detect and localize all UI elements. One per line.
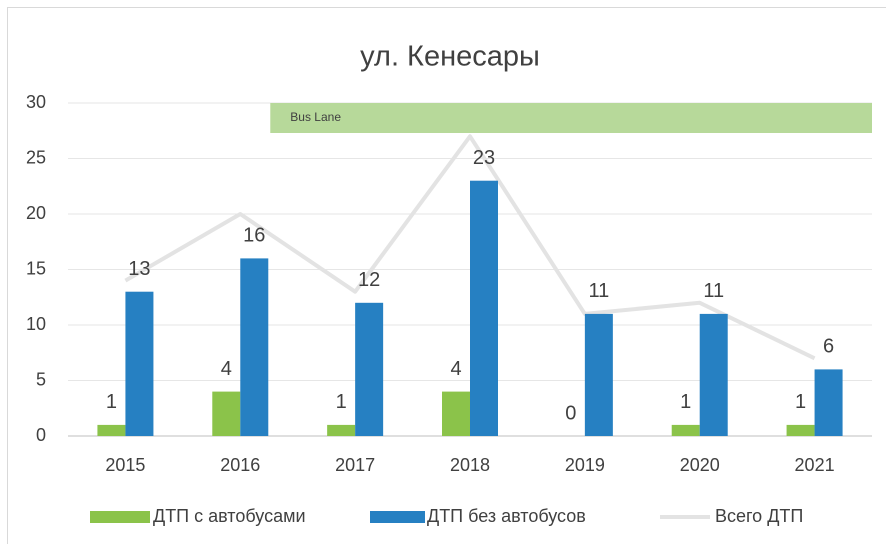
data-label: 13 [128, 258, 150, 280]
data-label: 1 [795, 391, 806, 413]
x-tick-label: 2016 [220, 455, 260, 475]
y-tick-label: 30 [26, 92, 46, 112]
data-label: 1 [106, 391, 117, 413]
data-label: 1 [336, 391, 347, 413]
data-label: 12 [358, 269, 380, 291]
bar [125, 292, 153, 436]
data-label: 16 [243, 225, 265, 247]
y-tick-label: 15 [26, 258, 46, 278]
annotation-band [270, 103, 872, 133]
y-tick-label: 25 [26, 147, 46, 167]
legend-swatch [370, 511, 425, 523]
y-tick-label: 5 [36, 369, 46, 389]
bar [585, 314, 613, 436]
data-label: 0 [565, 402, 576, 424]
y-tick-label: 10 [26, 314, 46, 334]
data-label: 4 [450, 358, 461, 380]
data-label: 1 [680, 391, 691, 413]
annotation-label: Bus Lane [290, 110, 341, 124]
x-tick-label: 2021 [795, 455, 835, 475]
bar [470, 181, 498, 436]
chart-title: ул. Кенесары [360, 41, 540, 73]
x-tick-label: 2015 [105, 455, 145, 475]
bar [442, 392, 470, 436]
legend-label: Всего ДТП [715, 506, 803, 526]
x-tick-label: 2018 [450, 455, 490, 475]
legend-swatch [90, 511, 150, 523]
x-tick-label: 2017 [335, 455, 375, 475]
bar [355, 303, 383, 436]
legend-label: ДТП без автобусов [427, 506, 586, 526]
bar [212, 392, 240, 436]
bar [787, 425, 815, 436]
data-label: 6 [823, 336, 834, 358]
bar [240, 258, 268, 436]
y-tick-label: 0 [36, 425, 46, 445]
data-label: 4 [221, 358, 232, 380]
data-label: 23 [473, 147, 495, 169]
data-label: 11 [588, 280, 609, 302]
bar [815, 369, 843, 436]
bar [327, 425, 355, 436]
bar [97, 425, 125, 436]
bar [672, 425, 700, 436]
x-tick-label: 2019 [565, 455, 605, 475]
data-label: 11 [703, 280, 724, 302]
legend-label: ДТП с автобусами [153, 506, 306, 526]
x-tick-label: 2020 [680, 455, 720, 475]
bar [700, 314, 728, 436]
y-tick-label: 20 [26, 203, 46, 223]
